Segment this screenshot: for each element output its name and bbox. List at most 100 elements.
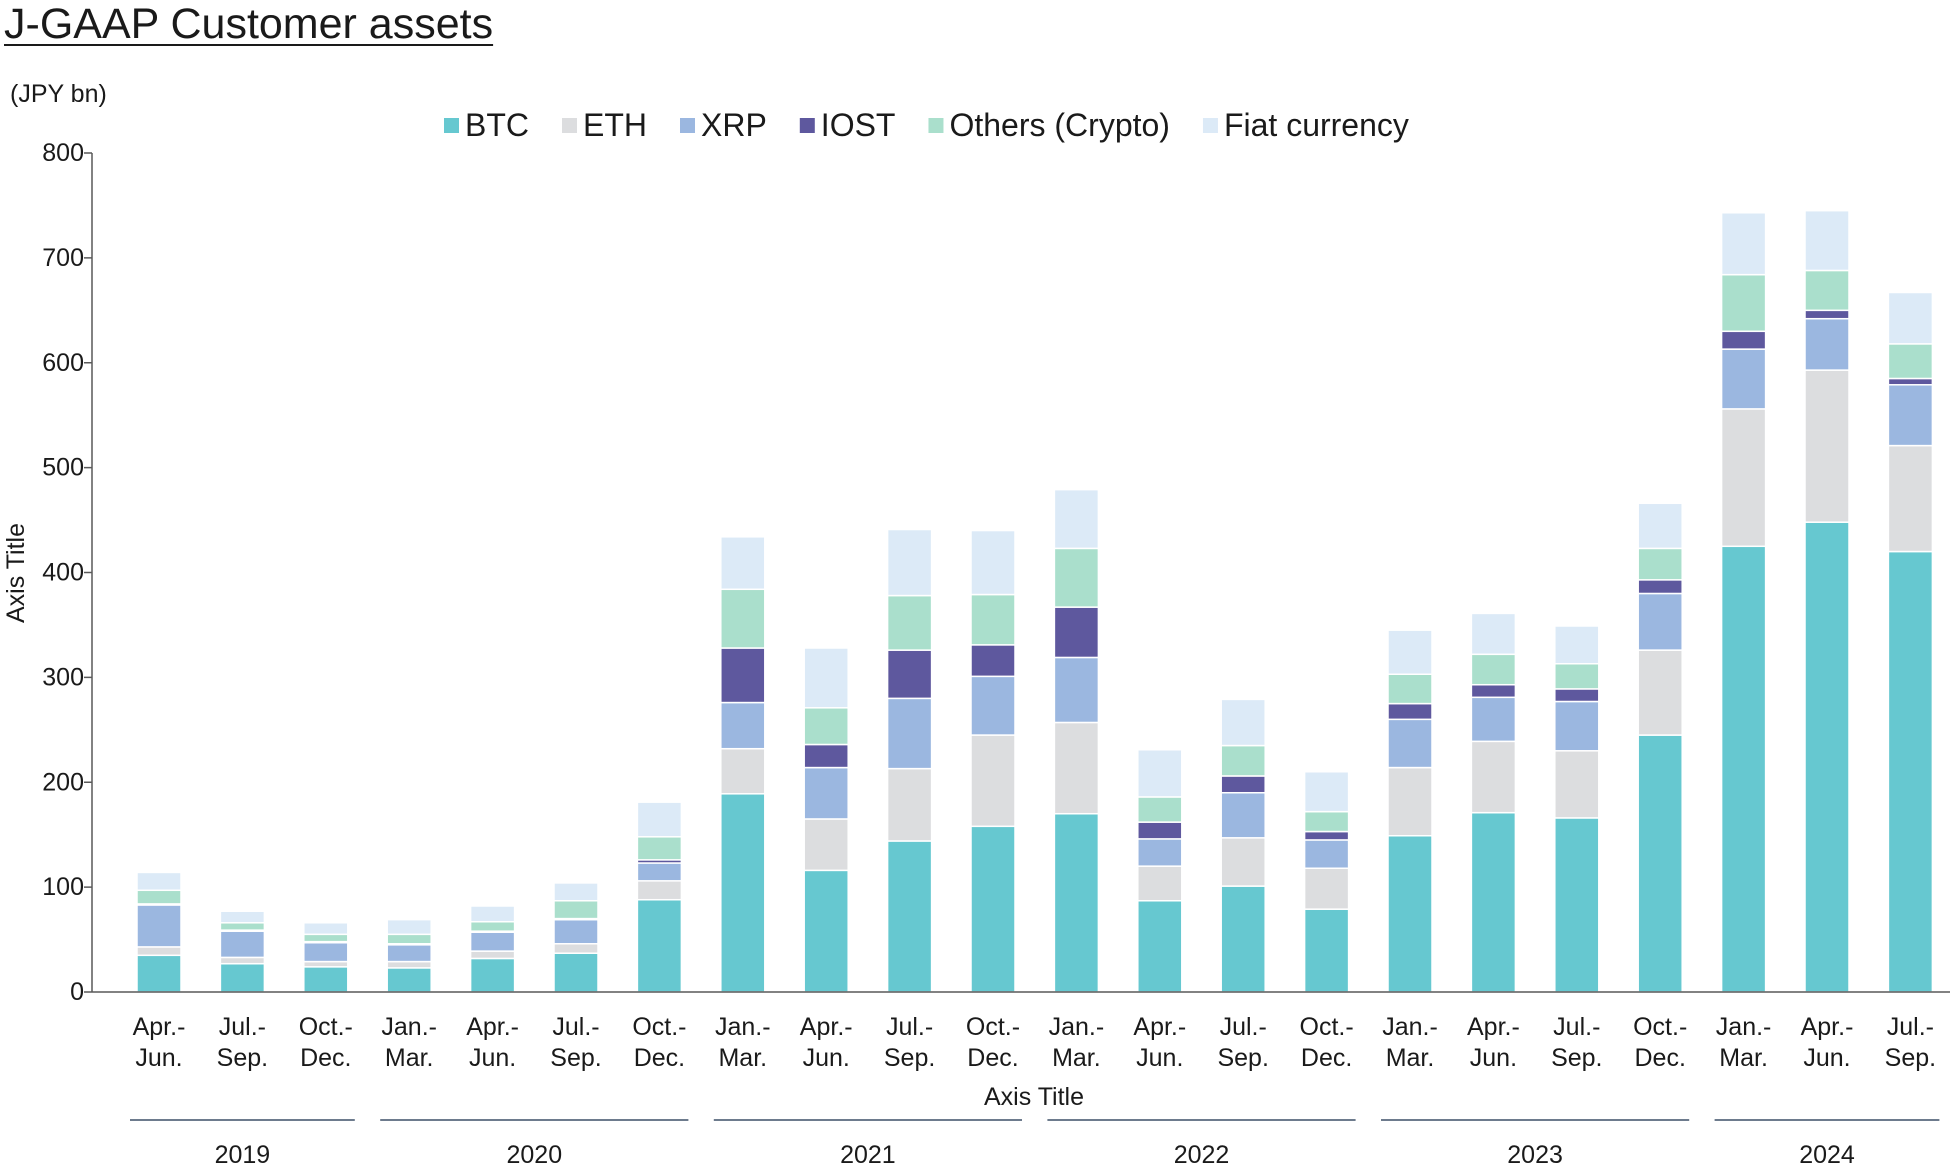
x-tick-label: Apr.- (1133, 1013, 1186, 1041)
x-tick-label: Jan.- (715, 1013, 771, 1041)
unit-label: (JPY bn) (10, 80, 107, 108)
bar-segment-fiat-currency (1804, 209, 1850, 272)
legend-swatch-fiat-currency (1202, 118, 1218, 133)
y-tick-label: 700 (42, 244, 84, 272)
x-tick-label: Apr.- (1801, 1013, 1854, 1041)
legend-label-fiat-currency: Fiat currency (1224, 107, 1409, 143)
x-tick-label: Jun. (1136, 1044, 1183, 1072)
bar-segment-xrp (1804, 317, 1850, 371)
bar-segment-iost (1887, 377, 1934, 386)
legend-label-others-crypto: Others (Crypto) (949, 107, 1169, 143)
x-tick-label: Oct.- (966, 1013, 1020, 1041)
bar-segment-others-crypto (219, 922, 266, 931)
bar-segment-xrp (1887, 384, 1934, 447)
legend-label-iost: IOST (821, 107, 896, 143)
bar-segment-fiat-currency (1887, 291, 1934, 345)
bar-segment-btc (1303, 908, 1350, 993)
bar-segment-others-crypto (303, 933, 349, 943)
bar-segment-btc (219, 962, 266, 993)
x-tick-label: Jun. (135, 1044, 182, 1072)
bar-segment-btc (970, 825, 1016, 993)
x-tick-label: Jun. (469, 1044, 516, 1072)
bar-segment-iost (1387, 702, 1433, 721)
bar-segment-iost (1053, 606, 1100, 659)
bar-segment-btc (1220, 885, 1266, 993)
x-tick-label: Jan.- (381, 1013, 437, 1041)
y-tick-label: 0 (70, 978, 84, 1006)
bar-segment-iost (1804, 309, 1850, 320)
x-tick-label: Sep. (1217, 1044, 1268, 1072)
bar-segment-others-crypto (1804, 269, 1850, 312)
bar-segment-btc (1637, 734, 1683, 993)
bar-segment-others-crypto (803, 707, 849, 746)
bar-segment-iost (1137, 821, 1183, 840)
y-tick-label: 500 (42, 454, 84, 482)
bar-segment-fiat-currency (553, 882, 599, 902)
bar-segment-btc (1137, 900, 1183, 993)
x-tick-label: Mar. (1386, 1044, 1435, 1072)
bar-segment-btc (720, 793, 766, 993)
bar-segment-others-crypto (1303, 810, 1350, 833)
bar-segment-eth (1887, 444, 1934, 553)
legend-swatch-btc (444, 118, 459, 133)
bar-segment-others-crypto (469, 920, 516, 932)
page-title: J-GAAP Customer assets (4, 0, 494, 48)
bar-segment-fiat-currency (1137, 748, 1183, 798)
bar-segment-fiat-currency (970, 529, 1016, 596)
bar-segment-xrp (803, 766, 849, 820)
bar-segment-fiat-currency (1637, 502, 1683, 550)
bar-segment-xrp (1137, 838, 1183, 867)
bar-segment-fiat-currency (1470, 612, 1517, 656)
year-group-label: 2022 (1174, 1141, 1230, 1169)
bar-segment-btc (1720, 545, 1767, 993)
bar-segment-iost (1637, 579, 1683, 595)
bar-segment-iost (970, 644, 1016, 678)
bar-segment-iost (803, 743, 849, 769)
y-tick-label: 600 (42, 349, 84, 377)
x-tick-label: Mar. (1719, 1044, 1768, 1072)
bar-segment-others-crypto (636, 836, 683, 861)
bar-segment-xrp (1303, 839, 1350, 869)
bar-segment-others-crypto (1053, 547, 1100, 608)
bar-segment-xrp (1554, 700, 1600, 752)
bar-segment-eth (303, 960, 349, 968)
bar-segment-xrp (386, 944, 432, 963)
year-group-label: 2021 (840, 1141, 896, 1169)
bar-segment-fiat-currency (636, 801, 683, 838)
bar-segment-fiat-currency (469, 905, 516, 923)
bar-segment-eth (386, 960, 432, 969)
bar-segment-iost (1554, 688, 1600, 703)
bar-segment-btc (303, 966, 349, 993)
x-tick-label: Dec. (300, 1044, 351, 1072)
bar-segment-iost (720, 647, 766, 704)
x-tick-label: Dec. (1301, 1044, 1352, 1072)
bar-segment-fiat-currency (219, 910, 266, 924)
x-axis-title: Axis Title (984, 1083, 1084, 1111)
legend-swatch-others-crypto (928, 118, 944, 133)
x-tick-label: Oct.- (1300, 1013, 1354, 1041)
bar-segment-btc (1554, 817, 1600, 993)
bar-segment-btc (469, 957, 516, 993)
x-tick-label: Jan.- (1049, 1013, 1105, 1041)
y-axis-title: Axis Title (2, 523, 30, 623)
bar-segment-eth (636, 880, 683, 901)
x-tick-label: Jun. (1803, 1044, 1850, 1072)
y-tick-label: 200 (42, 768, 84, 796)
bar-segment-fiat-currency (803, 647, 849, 709)
bar-segment-btc (1053, 812, 1100, 993)
bar-segment-others-crypto (1637, 547, 1683, 581)
bar-segment-iost (1470, 683, 1517, 699)
bar-segment-xrp (720, 701, 766, 750)
bar-segment-fiat-currency (1720, 212, 1767, 276)
legend-label-eth: ETH (583, 107, 647, 143)
bar-segment-btc (1887, 550, 1934, 993)
bar-segment-xrp (636, 862, 683, 882)
bar-segment-eth (553, 943, 599, 954)
bar-segment-iost (886, 649, 933, 700)
bar-segment-xrp (1053, 656, 1100, 724)
bar-segment-others-crypto (720, 588, 766, 649)
bar-segment-eth (970, 734, 1016, 828)
x-tick-label: Sep. (1551, 1044, 1602, 1072)
bar-segment-others-crypto (1470, 653, 1517, 686)
bar-segment-eth (469, 950, 516, 960)
